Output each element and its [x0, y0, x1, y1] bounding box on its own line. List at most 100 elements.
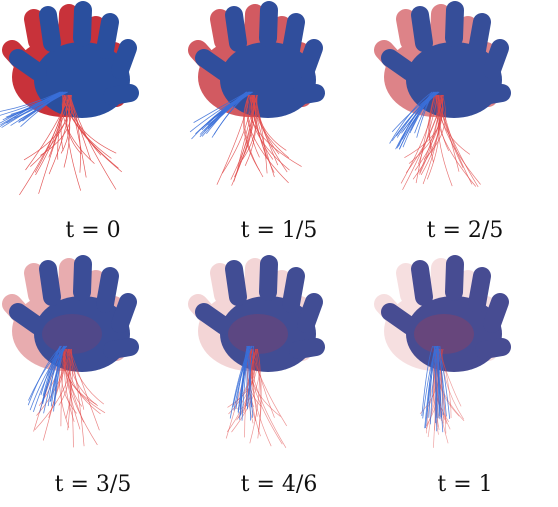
- blend-tint: [42, 314, 102, 354]
- source-fiber: [428, 94, 435, 151]
- target-finger: [73, 255, 92, 301]
- source-fiber: [426, 94, 441, 180]
- target-fiber: [429, 345, 439, 425]
- target-fiber: [27, 345, 63, 406]
- caption-t3: t = 3/5: [54, 472, 132, 497]
- target-finger: [73, 1, 92, 47]
- caption-t0: t = 0: [65, 218, 121, 243]
- target-fiber: [50, 345, 66, 407]
- source-finger: [244, 4, 265, 46]
- hand-group: [374, 255, 511, 448]
- target-finger: [39, 260, 61, 306]
- target-finger: [111, 39, 137, 79]
- blend-tint: [414, 314, 474, 354]
- target-finger: [475, 338, 511, 359]
- target-fiber: [0, 91, 61, 112]
- caption-t5: t = 1: [437, 472, 493, 497]
- hand-group: [2, 255, 139, 448]
- target-hand: [381, 1, 511, 118]
- source-fiber: [439, 348, 452, 419]
- target-thumb: [195, 303, 233, 335]
- fiber-bundle: [27, 345, 106, 448]
- target-finger: [103, 84, 139, 105]
- source-finger: [24, 9, 48, 51]
- source-fiber: [249, 348, 260, 444]
- target-finger: [282, 13, 305, 59]
- caption-t4: t = 4/6: [240, 472, 318, 497]
- target-fiber: [401, 91, 439, 140]
- fiber-bundle: [0, 91, 123, 196]
- target-hand: [195, 255, 325, 372]
- target-fiber: [20, 91, 64, 127]
- target-thumb: [195, 49, 233, 81]
- target-thumb: [381, 303, 419, 335]
- target-finger: [96, 267, 119, 313]
- source-finger: [24, 263, 48, 305]
- source-fiber: [419, 94, 440, 175]
- source-fiber: [255, 94, 287, 151]
- target-fiber: [389, 91, 433, 144]
- panel-t3: t = 3/5: [0, 254, 186, 507]
- panel-t0: t = 0: [0, 0, 186, 253]
- target-finger: [111, 293, 137, 333]
- target-finger: [483, 293, 509, 333]
- source-fiber: [69, 348, 100, 431]
- source-fiber: [400, 94, 437, 184]
- source-fiber: [67, 348, 72, 431]
- source-fiber: [239, 94, 257, 163]
- target-fiber: [206, 91, 248, 135]
- source-fiber: [246, 94, 289, 184]
- target-fiber: [240, 345, 248, 416]
- target-finger: [225, 260, 247, 306]
- caption-t1: t = 1/5: [240, 218, 318, 243]
- source-fiber: [48, 94, 66, 158]
- source-fiber: [38, 348, 67, 407]
- target-fiber: [211, 91, 251, 138]
- source-fiber: [251, 348, 262, 432]
- source-fiber: [64, 348, 98, 446]
- blend-tint: [228, 314, 288, 354]
- target-fiber: [396, 91, 436, 138]
- target-finger: [468, 13, 491, 59]
- source-fiber: [61, 348, 77, 414]
- source-fiber: [236, 94, 258, 173]
- target-fiber: [414, 91, 435, 134]
- target-fiber: [235, 345, 250, 409]
- hand-render-t2: [374, 1, 511, 191]
- hand-group: [0, 1, 139, 196]
- source-fiber: [423, 94, 446, 160]
- target-fiber: [42, 345, 62, 405]
- hand-group: [188, 1, 325, 186]
- source-fiber: [63, 94, 102, 156]
- source-finger: [58, 4, 79, 46]
- target-finger: [483, 39, 509, 79]
- source-fiber: [68, 94, 81, 173]
- target-fiber: [191, 91, 250, 140]
- target-fiber: [199, 91, 251, 135]
- target-fiber: [401, 91, 440, 134]
- target-thumb: [381, 49, 419, 81]
- target-fiber: [247, 345, 255, 410]
- source-fiber: [61, 94, 123, 173]
- panel-t5: t = 1: [372, 254, 558, 507]
- fiber-bundle: [189, 91, 302, 186]
- source-fiber: [405, 94, 442, 174]
- hand-group: [188, 255, 325, 448]
- source-fiber: [435, 94, 477, 187]
- target-fiber: [28, 345, 66, 401]
- source-fiber: [42, 348, 69, 441]
- source-fiber: [251, 94, 275, 178]
- hand-render-t1: [188, 1, 325, 186]
- source-fiber: [61, 348, 81, 430]
- source-finger: [210, 9, 234, 51]
- source-finger: [396, 263, 420, 305]
- caption-t2: t = 2/5: [426, 218, 504, 243]
- target-finger: [468, 267, 491, 313]
- source-fiber: [252, 348, 275, 418]
- target-fiber: [398, 91, 435, 147]
- source-fiber: [244, 94, 264, 178]
- source-fiber: [437, 94, 479, 188]
- source-fiber: [216, 94, 251, 185]
- source-fiber: [438, 94, 481, 185]
